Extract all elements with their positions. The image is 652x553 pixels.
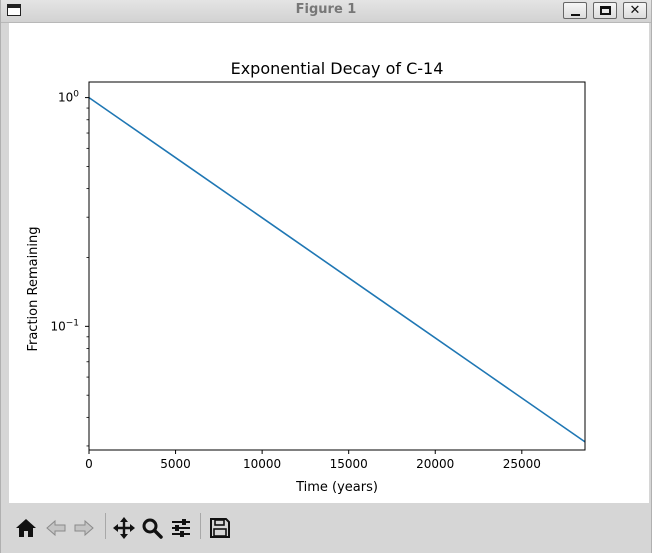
figure-canvas[interactable]: Exponential Decay of C-14 Time (years) F… xyxy=(9,23,649,503)
title-bar[interactable]: Figure 1 ✕ xyxy=(1,0,651,23)
back-button[interactable] xyxy=(43,515,69,541)
plot-area: 0 5000 10000 15000 20000 25000 100 10−1 xyxy=(50,81,586,471)
close-button[interactable]: ✕ xyxy=(623,2,647,19)
zoom-button[interactable] xyxy=(139,515,165,541)
home-icon xyxy=(16,519,36,537)
axes-frame xyxy=(88,81,586,451)
pan-icon xyxy=(113,517,135,539)
x-tick-label: 0 xyxy=(85,457,93,471)
x-tick-label: 10000 xyxy=(243,457,281,471)
navigation-toolbar xyxy=(1,505,651,549)
toolbar-separator xyxy=(200,513,201,539)
y-tick-label: 10−1 xyxy=(50,318,79,333)
zoom-icon xyxy=(142,518,163,539)
x-tick-label: 25000 xyxy=(503,457,541,471)
x-tick-label: 5000 xyxy=(160,457,191,471)
configure-subplots-icon xyxy=(172,519,190,537)
chart-svg[interactable]: Exponential Decay of C-14 Time (years) F… xyxy=(9,23,649,503)
window-app-icon xyxy=(7,4,21,16)
minimize-icon xyxy=(570,13,580,16)
save-icon xyxy=(210,518,230,538)
pan-button[interactable] xyxy=(111,515,137,541)
forward-arrow-icon xyxy=(74,519,94,537)
close-icon: ✕ xyxy=(629,3,641,18)
back-arrow-icon xyxy=(46,519,66,537)
x-axis-label: Time (years) xyxy=(295,480,378,495)
x-tick-label: 15000 xyxy=(330,457,368,471)
y-axis-label: Fraction Remaining xyxy=(26,226,41,351)
x-tick-label: 20000 xyxy=(416,457,454,471)
home-button[interactable] xyxy=(13,515,39,541)
y-tick-label: 100 xyxy=(58,90,79,105)
window-title: Figure 1 xyxy=(295,2,357,17)
minimize-button[interactable] xyxy=(563,2,587,19)
chart-title: Exponential Decay of C-14 xyxy=(231,59,444,78)
toolbar-separator xyxy=(105,513,106,539)
series-line xyxy=(88,96,586,443)
configure-subplots-button[interactable] xyxy=(168,515,194,541)
save-button[interactable] xyxy=(207,515,233,541)
forward-button[interactable] xyxy=(71,515,97,541)
maximize-button[interactable] xyxy=(593,2,617,19)
maximize-icon xyxy=(599,6,611,15)
